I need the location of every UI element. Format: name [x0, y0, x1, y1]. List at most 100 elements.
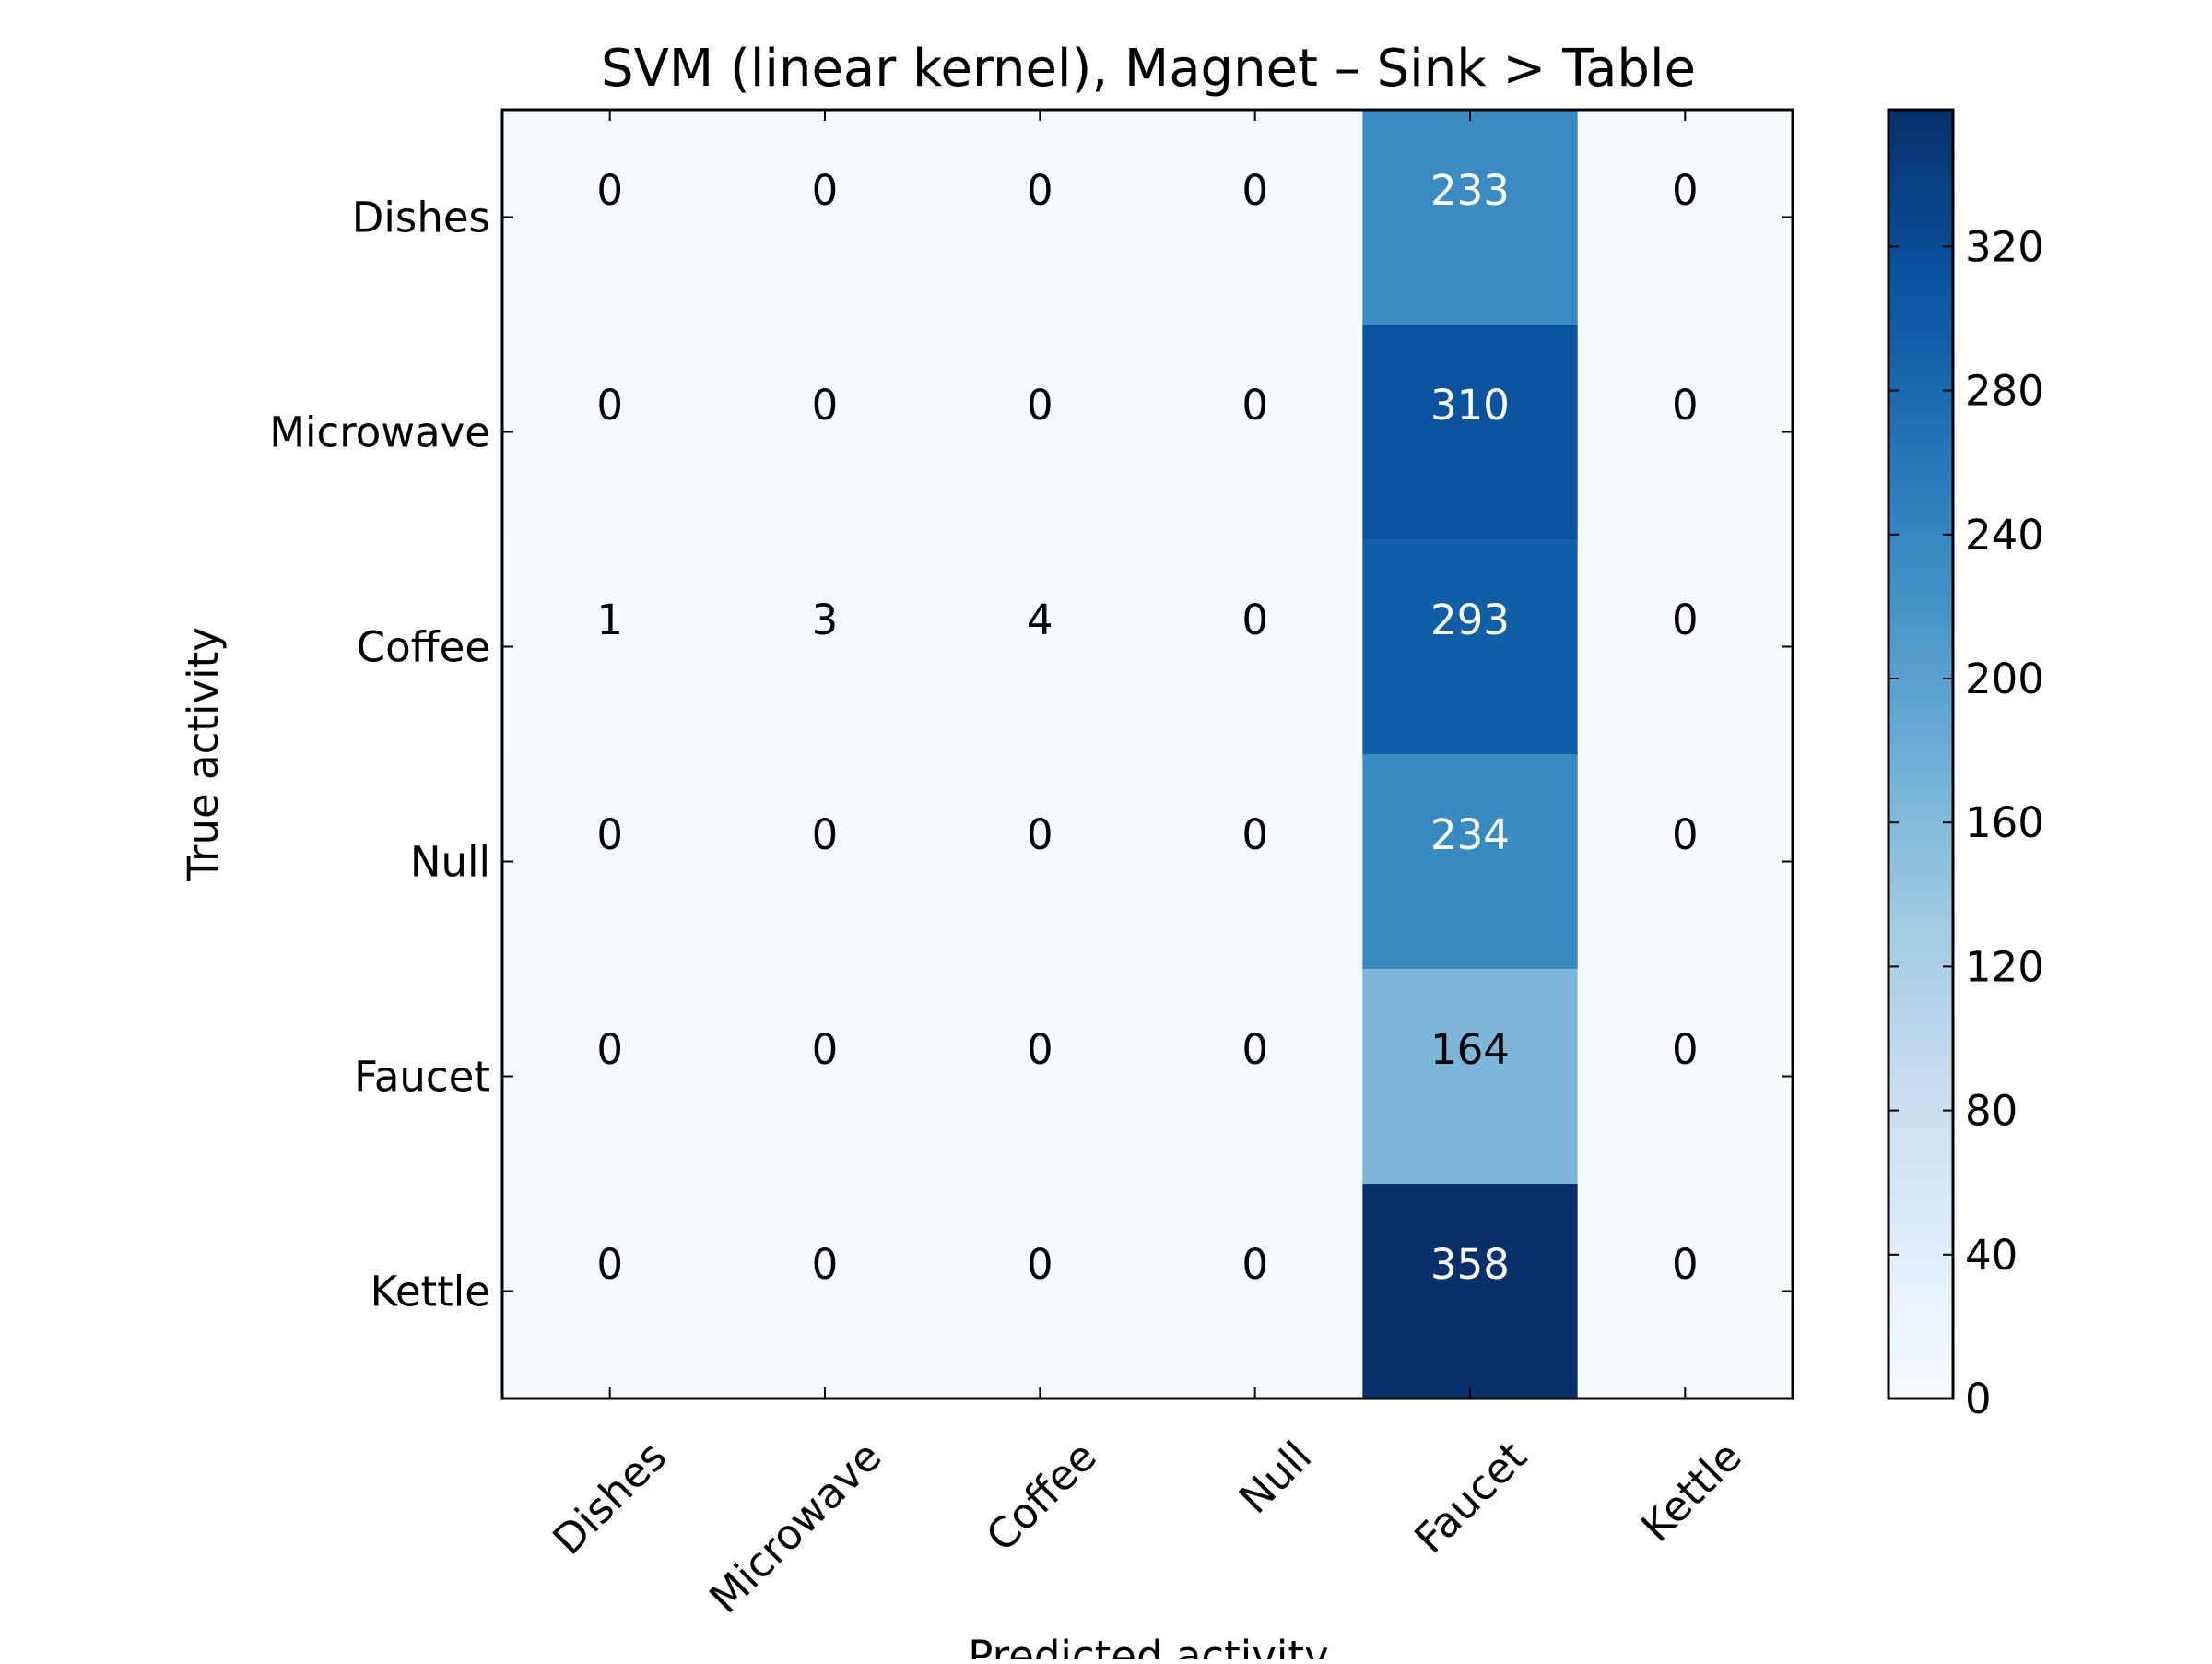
- cell-value-labels: 0 0 0 0 233 0 0 0 0 0 310 0 1 3 4 0 293 0 0 0 0 0 234 0 0 0 0 0 164 0…: [596, 166, 1698, 1289]
- cell-value-label: 0: [1672, 596, 1699, 644]
- cell-value-label: 0: [812, 1240, 839, 1289]
- heatmap-cell: [502, 1184, 718, 1399]
- heatmap-cell: [1147, 110, 1363, 325]
- cell-value-label: 0: [1672, 810, 1699, 859]
- heatmap-cell: [1577, 325, 1794, 540]
- cell-value-label: 164: [1430, 1025, 1510, 1074]
- heatmap-cell: [932, 325, 1148, 540]
- heatmap-cell: [1362, 754, 1579, 970]
- cell-value-label: 0: [1241, 166, 1268, 215]
- heatmap-cell: [502, 969, 718, 1185]
- y-tick-label: Kettle: [371, 1268, 490, 1316]
- x-tick-label: Null: [1230, 1432, 1321, 1523]
- cell-value-label: 0: [596, 1025, 623, 1074]
- x-axis-label: Predicted activity: [968, 1632, 1328, 1659]
- heatmap-cell: [502, 539, 718, 755]
- heatmap-cell: [932, 539, 1148, 755]
- cell-value-label: 0: [1241, 810, 1268, 859]
- cell-value-label: 0: [1027, 1025, 1053, 1074]
- x-tick-label: Faucet: [1405, 1432, 1535, 1563]
- colorbar-tick-label: 280: [1965, 367, 2044, 416]
- heatmap-cell: [1577, 110, 1794, 325]
- cell-value-label: 358: [1430, 1240, 1510, 1289]
- heatmap-cell: [932, 1184, 1148, 1399]
- colorbar-tick-label: 200: [1965, 655, 2044, 703]
- cell-value-label: 0: [1241, 381, 1268, 430]
- chart-title: SVM (linear kernel), Magnet – Sink > Tab…: [601, 39, 1696, 99]
- cell-value-label: 233: [1430, 166, 1510, 215]
- heatmap-cell: [1362, 325, 1579, 540]
- heatmap-cell: [932, 754, 1148, 970]
- cell-value-label: 0: [812, 381, 839, 430]
- y-axis-label: True activity: [179, 627, 228, 882]
- heatmap-cells: [502, 110, 1794, 1399]
- heatmap-cell: [717, 325, 934, 540]
- heatmap-cell: [717, 539, 934, 755]
- cell-value-label: 0: [1672, 166, 1699, 215]
- cell-value-label: 0: [1241, 1025, 1268, 1074]
- heatmap-cell: [1362, 1184, 1579, 1399]
- heatmap-cell: [1147, 1184, 1363, 1399]
- y-tick-label: Coffee: [357, 623, 490, 672]
- x-tick-label: Coffee: [977, 1432, 1106, 1561]
- cell-value-label: 0: [1027, 166, 1053, 215]
- cell-value-label: 0: [1027, 1240, 1053, 1289]
- heatmap-cell: [502, 754, 718, 970]
- heatmap-cell: [1147, 539, 1363, 755]
- colorbar-tick-label: 80: [1965, 1087, 2018, 1136]
- cell-value-label: 3: [812, 596, 839, 644]
- heatmap-cell: [717, 1184, 934, 1399]
- cell-value-label: 0: [1672, 1025, 1699, 1074]
- cell-value-label: 0: [812, 810, 839, 859]
- colorbar-tick-label: 240: [1965, 511, 2044, 560]
- heatmap-cell: [717, 110, 934, 325]
- heatmap-cell: [1147, 754, 1363, 970]
- heatmap-cell: [932, 969, 1148, 1185]
- cell-value-label: 0: [596, 810, 623, 859]
- cell-value-label: 293: [1430, 596, 1510, 644]
- heatmap-cell: [1577, 1184, 1794, 1399]
- cell-value-label: 0: [596, 381, 623, 430]
- heatmap-cell: [1577, 539, 1794, 755]
- cell-value-label: 0: [1672, 381, 1699, 430]
- y-tick-label: Microwave: [269, 408, 490, 457]
- heatmap-cell: [1147, 969, 1363, 1185]
- cell-value-label: 0: [1241, 1240, 1268, 1289]
- colorbar-tick-label: 320: [1965, 222, 2044, 271]
- heatmap-cell: [717, 969, 934, 1185]
- colorbar-tick-label: 120: [1965, 942, 2044, 991]
- cell-value-label: 0: [812, 1025, 839, 1074]
- heatmap-cell: [717, 754, 934, 970]
- cell-value-label: 4: [1027, 596, 1053, 644]
- heatmap-cell: [1577, 969, 1794, 1185]
- heatmap-cell: [1147, 325, 1363, 540]
- heatmap-cell: [1362, 110, 1579, 325]
- x-tick-label: Kettle: [1631, 1432, 1751, 1552]
- colorbar-tick-label: 0: [1965, 1375, 1992, 1423]
- cell-value-label: 0: [596, 166, 623, 215]
- y-tick-label: Faucet: [354, 1053, 490, 1102]
- colorbar-tick-label: 160: [1965, 798, 2044, 847]
- cell-value-label: 0: [1027, 810, 1053, 859]
- heatmap-cell: [1362, 539, 1579, 755]
- plot-frame: [500, 108, 1794, 1400]
- colorbar-tick-label: 40: [1965, 1231, 2018, 1280]
- y-axis-ticks: Dishes Microwave Coffee Null Faucet Kettle: [269, 194, 1793, 1316]
- heatmap-cell: [502, 110, 718, 325]
- y-tick-label: Null: [410, 838, 490, 887]
- cell-value-label: 0: [596, 1240, 623, 1289]
- cell-value-label: 1: [596, 596, 623, 644]
- heatmap-cell: [502, 325, 718, 540]
- cell-value-label: 234: [1430, 810, 1510, 859]
- x-tick-label: Microwave: [700, 1432, 890, 1623]
- cell-value-label: 310: [1430, 381, 1510, 430]
- colorbar: [1887, 108, 1955, 1400]
- cell-value-label: 0: [1241, 596, 1268, 644]
- colorbar-ticks: 0 40 80 120 160 200 240 280 320: [1888, 222, 2044, 1423]
- cell-value-label: 0: [1027, 381, 1053, 430]
- cell-value-label: 0: [812, 166, 839, 215]
- heatmap-cell: [1577, 754, 1794, 970]
- cell-value-label: 0: [1672, 1240, 1699, 1289]
